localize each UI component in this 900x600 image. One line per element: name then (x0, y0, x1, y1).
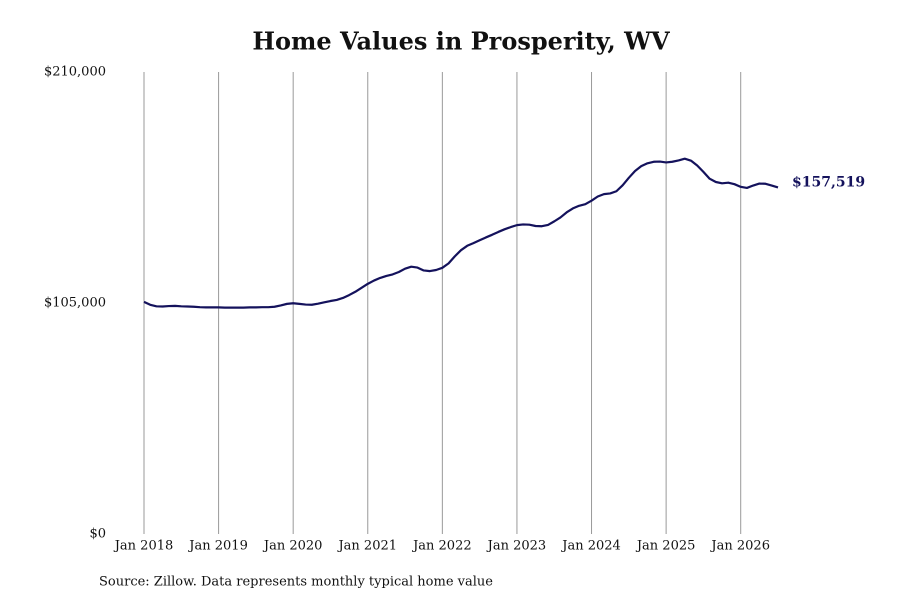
x-tick-label: Jan 2022 (411, 539, 472, 554)
x-tick-label: Jan 2020 (262, 539, 323, 554)
x-tick-label: Jan 2019 (187, 539, 248, 554)
source-note: Source: Zillow. Data represents monthly … (99, 575, 493, 590)
x-tick-label: Jan 2025 (635, 539, 696, 554)
y-tick-label: $105,000 (44, 296, 106, 311)
x-tick-label: Jan 2023 (486, 539, 547, 554)
y-tick-label: $210,000 (44, 65, 106, 80)
x-tick-label: Jan 2024 (560, 539, 621, 554)
y-tick-label: $0 (89, 527, 106, 542)
line-series (143, 157, 779, 309)
x-tick-label: Jan 2021 (336, 539, 397, 554)
chart-title: Home Values in Prosperity, WV (252, 27, 670, 56)
end-value-label: $157,519 (792, 174, 865, 190)
x-tick-label: Jan 2026 (709, 539, 770, 554)
x-tick-label: Jan 2018 (113, 539, 174, 554)
